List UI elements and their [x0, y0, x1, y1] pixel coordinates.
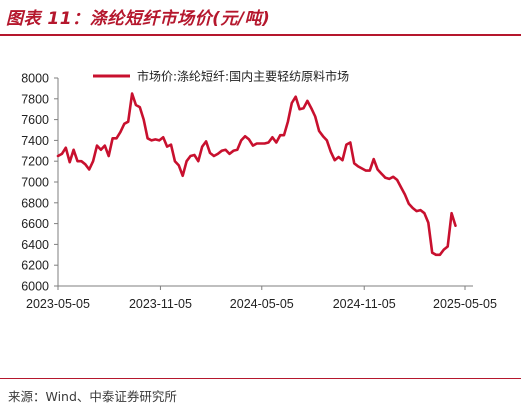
legend: 市场价:涤纶短纤:国内主要轻纺原料市场	[93, 69, 349, 84]
y-tick-label: 6400	[21, 238, 49, 252]
source-note: 来源：Wind、中泰证券研究所	[8, 389, 177, 404]
chart-axes	[57, 78, 473, 287]
x-tick-label: 2023-11-05	[129, 297, 192, 311]
source-divider	[0, 378, 521, 379]
y-tick-label: 7000	[21, 176, 49, 190]
line-chart: 6000 6200 6400 6600 6800 7000 7200 7400 7600 7800…	[21, 69, 497, 312]
x-tick-label: 2024-05-05	[230, 297, 294, 311]
y-tick-label: 6200	[21, 259, 49, 273]
y-tick-label: 8000	[21, 72, 49, 86]
series-layer	[56, 92, 457, 257]
x-tick-label: 2023-05-05	[26, 297, 90, 311]
x-tick-label: 2024-11-05	[333, 297, 396, 311]
y-tick-label: 6800	[21, 196, 49, 210]
y-tick-label: 7600	[21, 113, 49, 127]
y-tick-label: 7200	[21, 155, 49, 169]
x-tick-label: 2025-05-05	[433, 297, 497, 311]
y-tick-label: 6600	[21, 217, 49, 231]
y-tick-label: 6000	[21, 280, 49, 294]
title-divider	[0, 34, 521, 36]
y-tick-label: 7400	[21, 134, 49, 148]
series-line	[56, 92, 457, 257]
y-axis-ticks: 6000 6200 6400 6600 6800 7000 7200 7400 7600 7800…	[21, 72, 58, 294]
y-tick-label: 7800	[21, 92, 49, 106]
figure-title: 图表 11：涤纶短纤市场价(元/吨)	[6, 9, 271, 29]
legend-label: 市场价:涤纶短纤:国内主要轻纺原料市场	[137, 69, 349, 84]
x-axis-ticks: 2023-05-05 2023-11-05 2024-05-05 2024-11-05…	[26, 286, 497, 311]
